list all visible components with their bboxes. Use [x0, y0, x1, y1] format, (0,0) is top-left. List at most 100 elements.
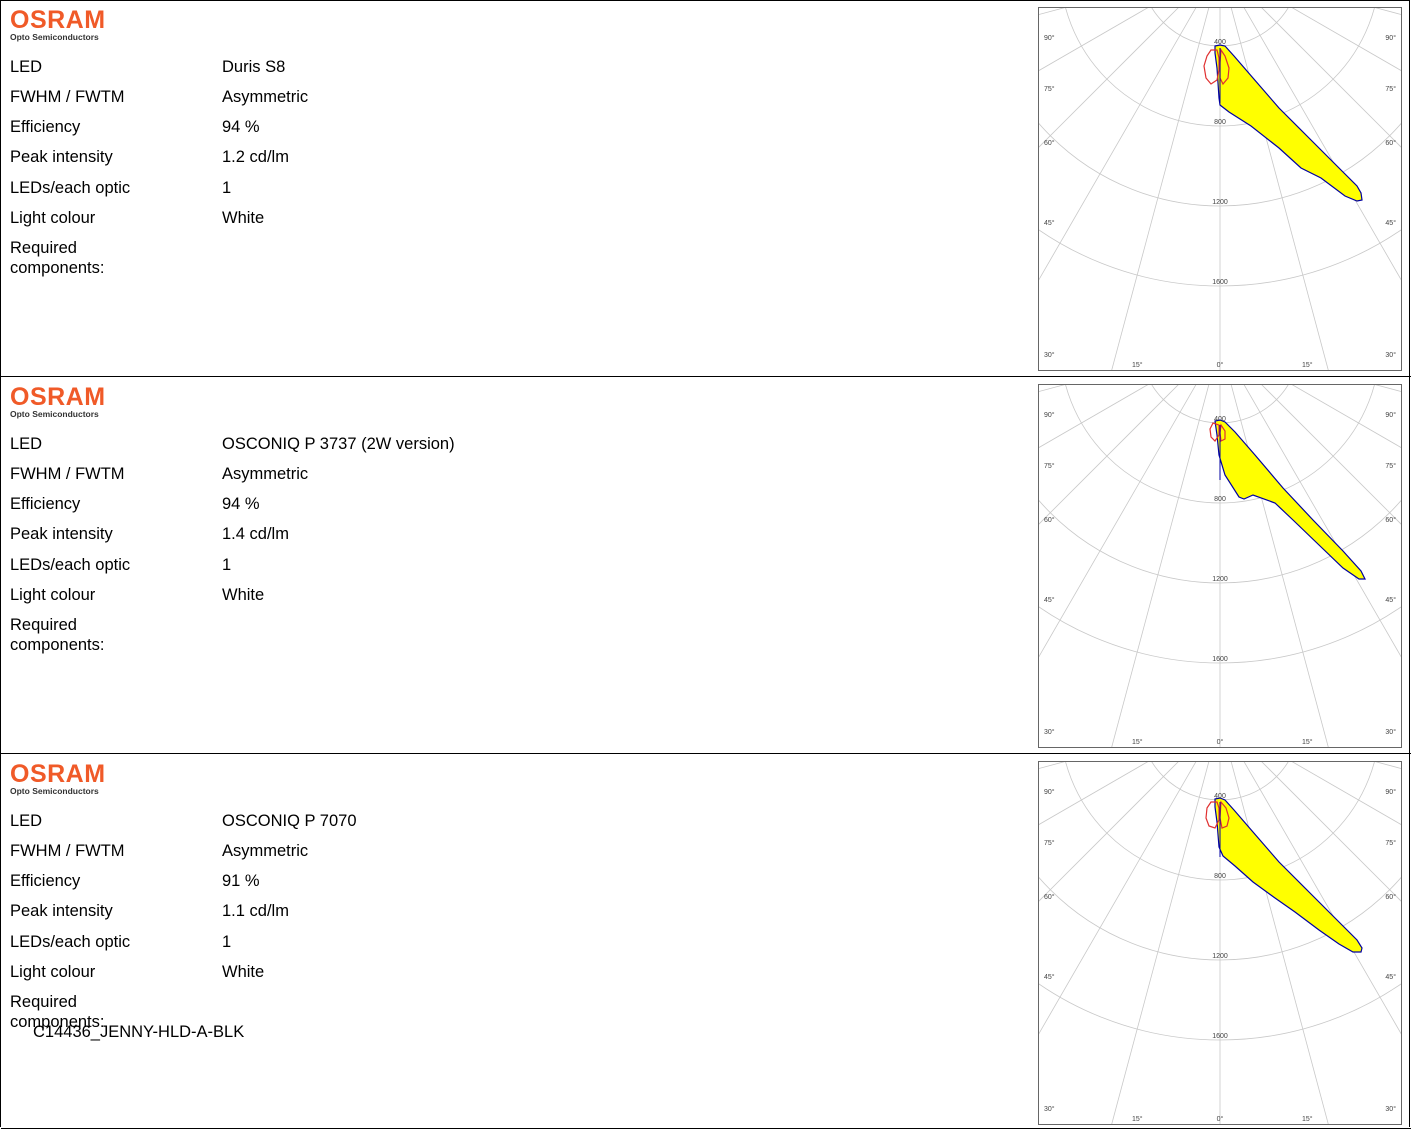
angle-label: 45°: [1044, 596, 1055, 604]
radial-tick-label: 1200: [1212, 576, 1228, 583]
polar-intensity-chart: 400 800 1200 1600 90° 90° 75° 75° 60° 60° 45° 45° 30…: [1038, 761, 1402, 1125]
polar-spoke: [1243, 385, 1401, 658]
angle-label: 0°: [1217, 738, 1224, 746]
angle-label: 30°: [1044, 1105, 1055, 1113]
spec-label: LEDs/each optic: [10, 933, 131, 951]
spec-value: Duris S8: [222, 58, 286, 76]
brand-subtitle: Opto Semiconductors: [10, 786, 99, 796]
angle-label: 15°: [1302, 361, 1313, 369]
polar-spoke: [1039, 385, 1065, 392]
product-card: OSRAM Opto Semiconductors LED Duris S8 F…: [1, 1, 1411, 377]
brand-subtitle: Opto Semiconductors: [10, 32, 99, 42]
polar-spoke: [1039, 762, 1197, 1035]
spec-label: Peak intensity: [10, 902, 113, 920]
polar-ring: [1065, 8, 1375, 127]
polar-spoke: [1039, 762, 1149, 825]
angle-label: 15°: [1302, 738, 1313, 746]
spec-label: Peak intensity: [10, 148, 113, 166]
spec-value: OSCONIQ P 7070: [222, 812, 357, 830]
spec-value: 1: [222, 556, 232, 574]
polar-spoke: [1039, 762, 1179, 902]
polar-ring: [1039, 983, 1401, 1041]
spec-value: White: [222, 963, 265, 981]
spec-value: 1.4 cd/lm: [222, 525, 289, 543]
angle-label: 90°: [1044, 411, 1055, 419]
spec-label: LEDs/each optic: [10, 556, 131, 574]
polar-spoke: [1039, 385, 1149, 448]
polar-svg: 400 800 1200 1600 90° 90° 75° 75° 60° 60° 45° 45° 30…: [1039, 762, 1401, 1124]
product-card: OSRAM Opto Semiconductors LED OSCONIQ P …: [1, 378, 1411, 754]
polar-ring: [1039, 229, 1401, 287]
component-item: C14436_JENNY-HLD-A-BLK: [33, 1023, 245, 1041]
angle-label: 45°: [1044, 219, 1055, 227]
spec-value: White: [222, 586, 265, 604]
polar-spoke: [1230, 8, 1329, 370]
spec-value: Asymmetric: [222, 842, 309, 860]
angle-label: 45°: [1385, 973, 1396, 981]
angle-label: 30°: [1044, 351, 1055, 359]
radial-tick-label: 1600: [1212, 656, 1228, 663]
polar-spoke: [1111, 762, 1210, 1124]
angle-label: 90°: [1385, 411, 1396, 419]
polar-spoke: [1039, 385, 1197, 658]
product-card: OSRAM Opto Semiconductors LED OSCONIQ P …: [1, 755, 1411, 1129]
angle-label: 30°: [1385, 1105, 1396, 1113]
angle-label: 45°: [1385, 596, 1396, 604]
spec-label: Peak intensity: [10, 525, 113, 543]
polar-ring: [1039, 122, 1401, 207]
radial-tick-label: 1600: [1212, 1033, 1228, 1040]
spec-value: 94 %: [222, 118, 260, 136]
angle-label: 60°: [1385, 516, 1396, 524]
spec-value: 1: [222, 179, 232, 197]
spec-value: White: [222, 209, 265, 227]
spec-value: OSCONIQ P 3737 (2W version): [222, 435, 455, 453]
polar-ring: [1039, 499, 1401, 584]
brand-name: OSRAM: [10, 383, 106, 411]
polar-spoke: [1039, 8, 1065, 15]
polar-svg: 400 800 1200 1600 90° 90° 75° 75° 60° 60° 45° 45° 30…: [1039, 8, 1401, 370]
radial-tick-label: 800: [1214, 119, 1226, 126]
osram-logo: OSRAM Opto Semiconductors: [10, 8, 106, 43]
spec-label: Efficiency: [10, 495, 81, 513]
polar-intensity-chart: 400 800 1200 1600 90° 90° 75° 75° 60° 60° 45° 45° 30…: [1038, 384, 1402, 748]
brand-name: OSRAM: [10, 760, 106, 788]
spec-value: Asymmetric: [222, 88, 309, 106]
polar-ring: [1065, 385, 1375, 504]
spec-value: 1.2 cd/lm: [222, 148, 289, 166]
polar-spoke: [1039, 8, 1149, 71]
spec-value: Asymmetric: [222, 465, 309, 483]
angle-label: 60°: [1044, 516, 1055, 524]
required-components-label: Required components:: [10, 616, 105, 654]
angle-label: 15°: [1132, 361, 1143, 369]
angle-label: 75°: [1044, 839, 1055, 847]
spec-value: 1.1 cd/lm: [222, 902, 289, 920]
spec-label: Efficiency: [10, 118, 81, 136]
spec-value: 1: [222, 933, 232, 951]
angle-label: 45°: [1044, 973, 1055, 981]
angle-label: 0°: [1217, 361, 1224, 369]
spec-label: Light colour: [10, 209, 96, 227]
spec-label: LED: [10, 812, 43, 830]
polar-ring: [1065, 762, 1375, 881]
angle-label: 75°: [1385, 462, 1396, 470]
spec-label: FWHM / FWTM: [10, 88, 125, 106]
polar-spoke: [1111, 8, 1210, 370]
polar-spoke: [1039, 762, 1065, 769]
polar-spoke: [1230, 385, 1329, 747]
brand-subtitle: Opto Semiconductors: [10, 409, 99, 419]
angle-label: 75°: [1385, 839, 1396, 847]
angle-label: 60°: [1385, 139, 1396, 147]
angle-label: 90°: [1385, 788, 1396, 796]
polar-spoke: [1039, 8, 1179, 148]
angle-label: 15°: [1302, 1115, 1313, 1123]
spec-value: 91 %: [222, 872, 260, 890]
angle-label: 90°: [1044, 788, 1055, 796]
polar-spoke: [1243, 762, 1401, 1035]
polar-spoke: [1039, 385, 1179, 525]
angle-label: 90°: [1385, 34, 1396, 42]
angle-label: 30°: [1385, 728, 1396, 736]
radial-tick-label: 1200: [1212, 953, 1228, 960]
polar-svg: 400 800 1200 1600 90° 90° 75° 75° 60° 60° 45° 45° 30…: [1039, 385, 1401, 747]
osram-logo: OSRAM Opto Semiconductors: [10, 383, 106, 420]
